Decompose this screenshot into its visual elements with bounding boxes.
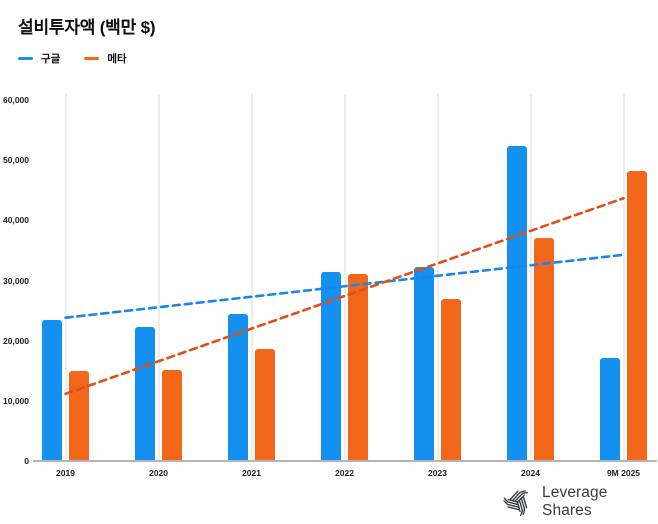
bar-meta-2023	[441, 299, 461, 461]
x-axis-category-label: 2023	[428, 468, 447, 478]
x-axis-category-label: 9M 2025	[606, 468, 641, 478]
x-axis-category-label: 2020	[149, 468, 168, 478]
brand-footer: Leverage Shares	[502, 484, 658, 520]
chart-plot-area	[33, 94, 647, 461]
y-axis-tick-label: 50,000	[3, 155, 29, 166]
y-axis-tick-label: 20,000	[3, 335, 29, 346]
bar-google-2021	[228, 314, 248, 461]
gridline	[436, 94, 439, 461]
x-axis-category-label: 2022	[335, 468, 354, 478]
bar-meta-2024	[534, 238, 554, 461]
x-axis-category-label: 2024	[521, 468, 540, 478]
x-axis-category-label: 2021	[242, 468, 261, 478]
brand-name: Leverage Shares	[542, 484, 608, 519]
bar-google-2023	[414, 267, 434, 461]
gridline	[529, 94, 532, 461]
leverage-shares-logo-icon	[502, 490, 532, 517]
bar-meta-2021	[255, 349, 275, 461]
y-axis-tick-label: 30,000	[3, 275, 29, 286]
legend-item-meta: 메타	[84, 51, 127, 66]
legend-label-google: 구글	[41, 53, 61, 65]
bar-meta-9m-2025	[627, 171, 647, 461]
gridline	[250, 94, 253, 461]
bar-google-2019	[42, 319, 62, 461]
legend-label-meta: 메타	[107, 53, 127, 65]
chart-title: 설비투자액 (백만 $)	[18, 18, 156, 37]
bar-google-9m-2025	[600, 358, 620, 461]
legend: 구글 메타	[18, 51, 127, 66]
google-dash-marker-icon	[18, 56, 33, 61]
x-axis-category-label: 2019	[56, 468, 75, 478]
legend-item-google: 구글	[18, 51, 60, 66]
bar-meta-2019	[69, 370, 89, 461]
y-axis-tick-label: 0	[24, 456, 29, 466]
gridline	[157, 94, 160, 461]
y-axis-tick-label: 40,000	[3, 215, 29, 226]
y-axis-tick-label: 10,000	[3, 395, 29, 406]
gridline	[64, 94, 67, 461]
meta-dash-marker-icon	[84, 56, 100, 61]
bar-google-2022	[321, 272, 341, 461]
bar-google-2020	[135, 326, 155, 461]
gridline	[343, 94, 346, 461]
gridline	[622, 94, 625, 461]
y-axis-tick-label: 60,000	[3, 95, 29, 105]
bar-meta-2020	[162, 370, 182, 461]
bar-meta-2022	[348, 273, 368, 461]
x-axis-line	[33, 459, 657, 462]
bar-google-2024	[507, 145, 527, 461]
